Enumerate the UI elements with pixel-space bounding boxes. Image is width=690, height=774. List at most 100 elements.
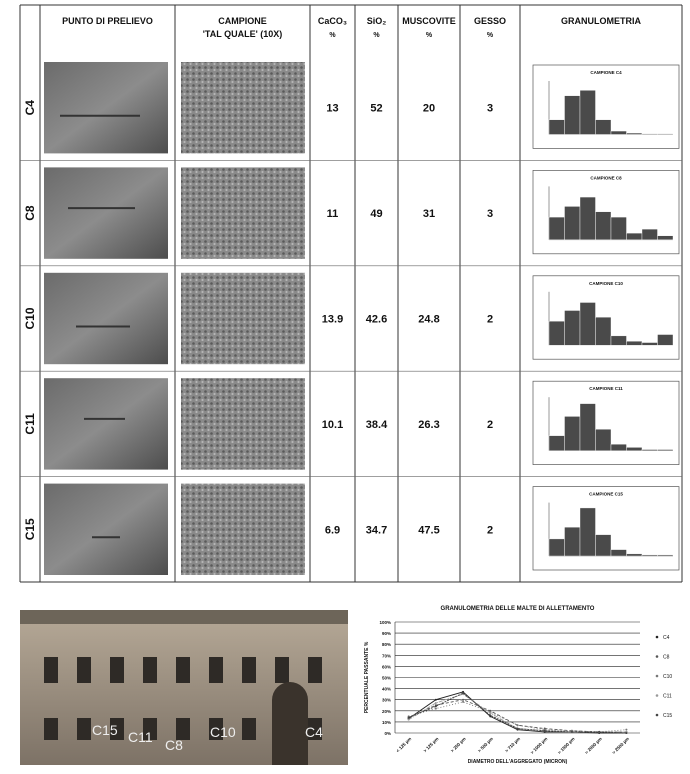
cell-value: 49 [370,208,382,220]
y-tick-label: 10% [382,720,391,725]
column-header-sub: % [426,32,433,39]
histogram-bar [627,341,643,345]
series-point [598,731,600,733]
sample-photo [181,62,305,153]
building-window [77,718,91,740]
series-point [435,705,437,707]
building-window [209,657,223,683]
histogram-bar [642,343,658,346]
histogram-bar [565,527,581,556]
histogram-bar [627,233,643,240]
histogram-bar [658,134,674,135]
histogram-bar [611,336,627,345]
histogram-bar [658,450,674,451]
series-point [517,728,519,730]
y-tick-label: 20% [382,709,391,714]
x-axis-label: DIAMETRO DELL'AGGREGATO (MICRON) [468,759,568,765]
series-point [435,708,437,710]
y-tick-label: 40% [382,687,391,692]
cell-value: 3 [487,103,493,115]
location-label: C8 [165,737,183,753]
series-point [625,732,627,734]
series-point [462,692,464,694]
column-header: GESSO [474,16,506,26]
cell-value: 24.8 [418,314,439,326]
x-tick-label: > 1500 µm [557,736,576,755]
building-window [44,718,58,740]
histogram-bar [658,555,674,556]
y-tick-label: 90% [382,631,391,636]
column-header-sub: % [373,32,380,39]
histogram-bar [642,134,658,135]
histogram-bar [627,133,643,134]
page: PUNTO DI PRELIEVOCAMPIONE'TAL QUALE' (10… [0,0,690,769]
x-tick-label: > 2500 µm [611,736,630,755]
building-window [77,657,91,683]
sample-id: C11 [23,413,37,435]
histogram-bar [611,131,627,134]
column-header-sub: % [329,32,336,39]
histogram-bar [580,404,596,451]
histogram-frame [533,381,679,464]
cell-value: 38.4 [366,419,388,431]
histogram-bar [596,212,612,240]
cell-value: 11 [327,208,339,220]
sample-photo [181,378,305,469]
legend-marker [656,675,659,678]
building-window [143,657,157,683]
column-header: CAMPIONE [218,16,267,26]
legend-label: C8 [663,655,670,661]
sample-id: C15 [23,518,37,540]
column-header: PUNTO DI PRELIEVO [62,16,153,26]
series-point [544,730,546,732]
histogram-bar [580,508,596,556]
x-tick-label: > 710 µm [504,736,521,753]
sample-id: C10 [23,307,37,329]
sample-id: C4 [23,100,37,116]
site-photo [44,273,168,364]
x-tick-label: > 1000 µm [530,736,549,755]
series-line [409,692,627,733]
x-tick-label: > 125 µm [422,736,439,753]
histogram-bar [549,539,565,556]
y-tick-label: 80% [382,642,391,647]
legend-marker [656,655,659,658]
histogram-bar [565,96,581,135]
histogram-bar [642,555,658,556]
sample-id: C8 [23,205,37,221]
building-window [44,657,58,683]
chart-title: GRANULOMETRIA DELLE MALTE DI ALLETTAMENT… [441,606,595,612]
cell-value: 47.5 [418,524,439,536]
cell-value: 31 [423,208,435,220]
column-header: MUSCOVITE [402,16,456,26]
histogram-bar [549,120,565,135]
location-label: C10 [210,724,236,740]
y-tick-label: 60% [382,664,391,669]
series-point [408,716,410,718]
site-photo [44,484,168,575]
x-tick-label: < 125 µm [395,736,412,753]
series-line [409,693,627,733]
sample-photo [181,484,305,575]
column-header: GRANULOMETRIA [561,16,641,26]
series-line [409,702,627,732]
y-tick-label: 100% [379,620,391,625]
legend-marker [656,636,659,639]
building-window [110,657,124,683]
histogram-bar [658,236,674,240]
series-point [625,729,627,731]
cell-value: 20 [423,103,435,115]
location-label: C11 [128,729,153,745]
histogram-bar [642,450,658,451]
histogram-bar [627,554,643,556]
histogram-bar [549,436,565,451]
histogram-bar [580,90,596,134]
histogram-bar [565,206,581,239]
column-header: CaCO₃ [318,16,347,26]
legend-label: C11 [663,694,672,700]
cell-value: 6.9 [325,524,340,536]
site-photo [44,62,168,153]
site-photo [44,167,168,258]
histogram-bar [596,535,612,556]
histogram-bar [565,416,581,450]
